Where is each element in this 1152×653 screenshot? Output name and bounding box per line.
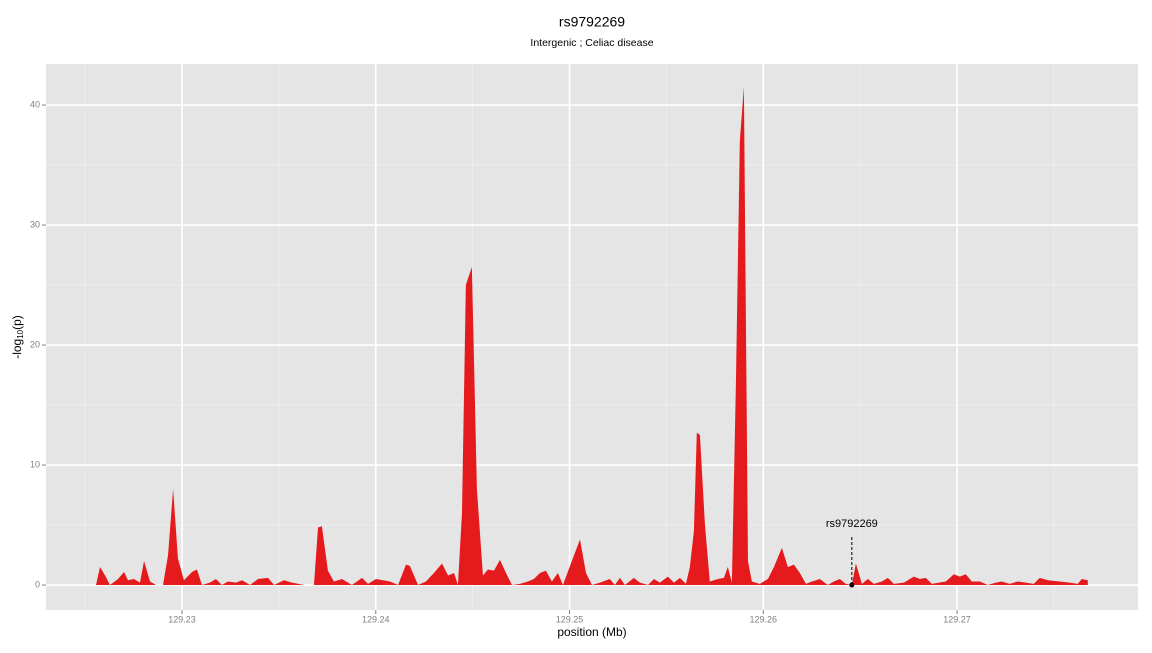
chart-subtitle: Intergenic ; Celiac disease (530, 37, 653, 49)
x-tick-label: 129.24 (362, 614, 390, 624)
y-tick-label: 20 (30, 339, 40, 349)
x-tick-label: 129.25 (556, 614, 584, 624)
y-label-tail: (p) (10, 315, 24, 330)
y-tick-label: 40 (30, 99, 40, 109)
x-tick-label: 129.27 (943, 614, 971, 624)
y-tick-label: 0 (35, 579, 40, 589)
y-label-main: -log (10, 339, 24, 359)
y-label-sub: 10 (16, 329, 25, 338)
annotation-point (849, 582, 855, 588)
x-tick-label: 129.23 (168, 614, 196, 624)
y-axis-label: -log10(p) (10, 315, 25, 359)
y-tick-label: 10 (30, 459, 40, 469)
chart-title: rs9792269 (559, 14, 625, 30)
x-tick-label: 129.26 (750, 614, 778, 624)
x-axis-label: position (Mb) (557, 625, 626, 639)
y-tick-label: 30 (30, 219, 40, 229)
annotation-label: rs9792269 (826, 518, 878, 530)
plot-background (46, 64, 1138, 610)
